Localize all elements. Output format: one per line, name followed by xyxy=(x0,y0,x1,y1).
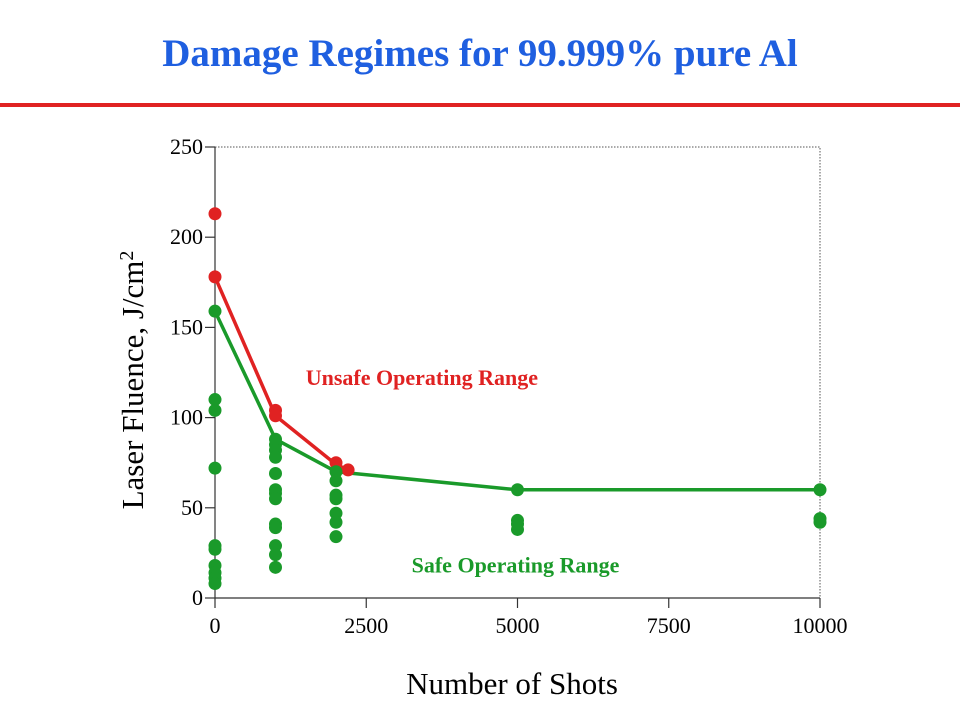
safe-data-point xyxy=(269,539,282,553)
safe-data-point xyxy=(329,474,343,488)
unsafe-data-point xyxy=(208,207,222,221)
unsafe-data-point xyxy=(341,463,355,477)
safe-data-point xyxy=(269,467,282,481)
y-tick-label: 100 xyxy=(170,405,203,430)
safe-data-point xyxy=(208,461,222,475)
safe-data-point xyxy=(208,393,222,407)
safe-data-point xyxy=(208,304,222,318)
safe-data-point xyxy=(208,542,222,556)
safe-data-point xyxy=(329,515,343,529)
unsafe-range-label: Unsafe Operating Range xyxy=(306,365,538,390)
y-tick-label: 0 xyxy=(192,585,203,610)
safe-data-point xyxy=(511,522,524,536)
safe-data-point xyxy=(511,483,524,497)
safe-data-point xyxy=(329,492,343,506)
safe-data-point xyxy=(269,492,282,506)
safe-data-point xyxy=(269,560,282,574)
unsafe-data-point xyxy=(269,409,282,423)
svg-text:Laser Fluence, J/cm2: Laser Fluence, J/cm2 xyxy=(115,251,150,510)
safe-data-point xyxy=(329,506,343,520)
x-tick-label: 0 xyxy=(210,613,221,638)
title-divider xyxy=(0,103,960,107)
safe-range-label: Safe Operating Range xyxy=(412,553,620,578)
safe-data-point xyxy=(269,450,282,464)
unsafe-data-point xyxy=(208,270,222,284)
unsafe-boundary-line xyxy=(213,276,349,472)
x-tick-label: 2500 xyxy=(344,613,388,638)
safe-data-point xyxy=(813,483,827,497)
safe-data-point xyxy=(269,548,282,562)
y-tick-label: 50 xyxy=(181,495,203,520)
safe-data-point xyxy=(269,521,282,535)
y-tick-label: 200 xyxy=(170,224,203,249)
page-title: Damage Regimes for 99.999% pure Al xyxy=(162,32,798,75)
y-axis-label-text: Laser Fluence, J/cm xyxy=(115,261,150,510)
safe-data-point xyxy=(813,515,827,529)
y-tick-label: 150 xyxy=(170,314,203,339)
x-tick-label: 7500 xyxy=(647,613,691,638)
x-axis-label: Number of Shots xyxy=(406,666,618,701)
safe-data-point xyxy=(329,530,343,544)
y-tick-label: 250 xyxy=(170,134,203,159)
unsafe-data-point xyxy=(329,456,343,470)
y-axis-label: Laser Fluence, J/cm2 xyxy=(115,251,150,510)
x-tick-label: 10000 xyxy=(793,613,848,638)
safe-boundary-line xyxy=(213,310,820,492)
safe-data-point xyxy=(329,465,343,479)
safe-data-point xyxy=(208,403,222,417)
safe-data-point xyxy=(208,577,222,591)
x-tick-label: 5000 xyxy=(496,613,540,638)
y-axis-label-superscript: 2 xyxy=(116,251,138,261)
